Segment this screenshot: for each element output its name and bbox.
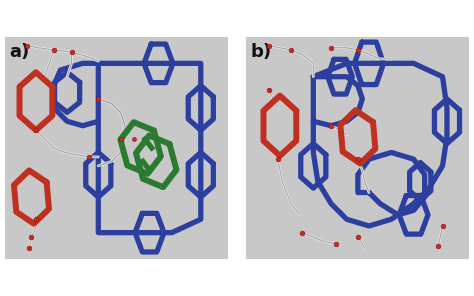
Text: a): a) [9,43,29,61]
Text: b): b) [251,43,272,61]
